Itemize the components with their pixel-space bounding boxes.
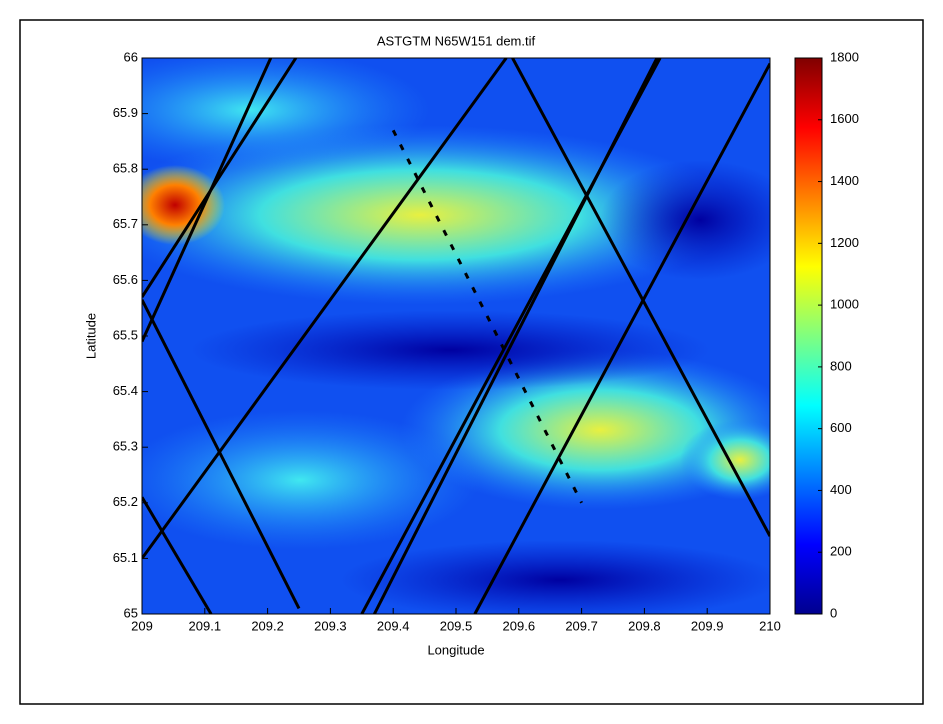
track bbox=[142, 496, 213, 614]
y-tick-label: 65 bbox=[124, 605, 138, 620]
x-tick-label: 209.8 bbox=[628, 618, 661, 633]
colorbar-tick-label: 200 bbox=[830, 544, 852, 559]
track bbox=[511, 58, 770, 537]
y-tick-label: 65.7 bbox=[113, 216, 138, 231]
y-tick-label: 65.2 bbox=[113, 494, 138, 509]
colorbar-tick-label: 800 bbox=[830, 358, 852, 373]
track bbox=[142, 58, 508, 560]
track bbox=[142, 299, 301, 610]
chart-title: ASTGTM N65W151 dem.tif bbox=[377, 33, 536, 48]
x-tick-label: 209.5 bbox=[440, 618, 473, 633]
tracks bbox=[142, 58, 770, 614]
x-tick-label: 209 bbox=[131, 618, 153, 633]
y-tick-label: 65.9 bbox=[113, 105, 138, 120]
y-tick-label: 65.3 bbox=[113, 439, 138, 454]
x-tick-label: 209.6 bbox=[503, 618, 536, 633]
track bbox=[142, 58, 298, 298]
colorbar bbox=[794, 57, 823, 615]
y-axis-label: Latitude bbox=[83, 313, 98, 359]
colorbar-tick-label: 1000 bbox=[830, 297, 859, 312]
y-tick-label: 66 bbox=[124, 49, 138, 64]
colorbar-tick-label: 400 bbox=[830, 482, 852, 497]
x-tick-label: 209.4 bbox=[377, 618, 410, 633]
colorbar-tick-label: 1600 bbox=[830, 111, 859, 126]
y-tick-label: 65.1 bbox=[113, 550, 138, 565]
x-tick-label: 209.3 bbox=[314, 618, 347, 633]
x-tick-label: 209.1 bbox=[189, 618, 222, 633]
x-tick-label: 210 bbox=[759, 618, 781, 633]
colorbar-tick-label: 600 bbox=[830, 420, 852, 435]
x-tick-label: 209.2 bbox=[251, 618, 284, 633]
x-axis-label: Longitude bbox=[427, 642, 484, 657]
y-tick-label: 65.5 bbox=[113, 327, 138, 342]
x-tick-label: 209.7 bbox=[565, 618, 598, 633]
y-tick-label: 65.8 bbox=[113, 161, 138, 176]
y-tick-label: 65.6 bbox=[113, 272, 138, 287]
track bbox=[373, 58, 659, 614]
colorbar-tick-label: 1400 bbox=[830, 173, 859, 188]
y-tick-label: 65.4 bbox=[113, 383, 138, 398]
dem-image bbox=[142, 58, 770, 614]
track bbox=[391, 129, 583, 504]
colorbar-tick-label: 1200 bbox=[830, 235, 859, 250]
track bbox=[473, 62, 770, 614]
x-tick-label: 209.9 bbox=[691, 618, 724, 633]
frame bbox=[19, 19, 924, 705]
colorbar-tick-label: 1800 bbox=[830, 49, 859, 64]
colorbar-tick-label: 0 bbox=[830, 605, 837, 620]
